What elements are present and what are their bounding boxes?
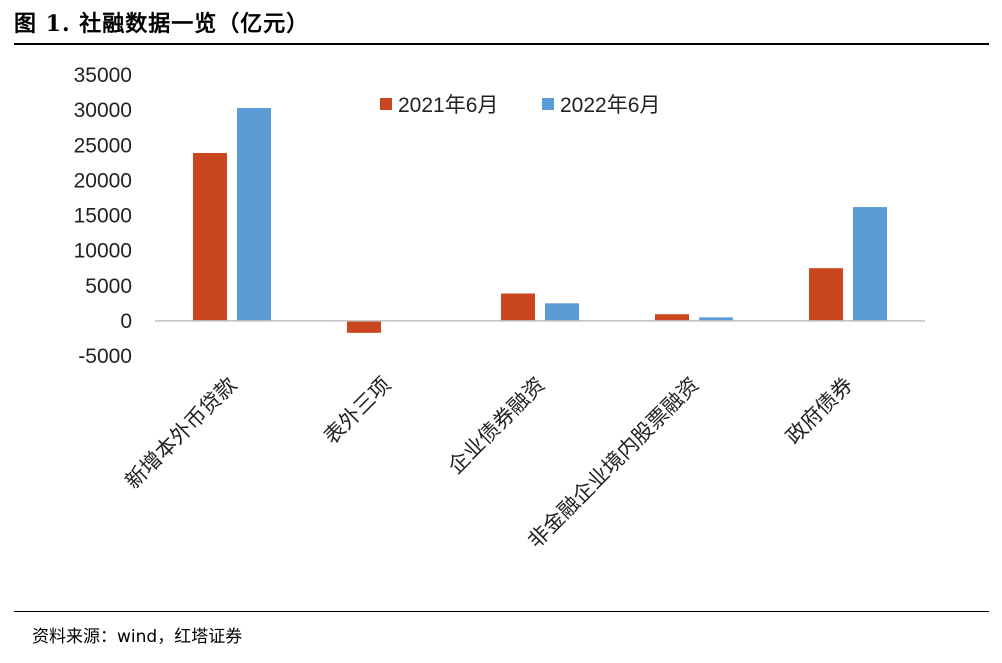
category-label: 企业债券融资: [443, 373, 549, 479]
category-label: 政府债券: [781, 373, 857, 449]
legend-label: 2022年6月: [560, 94, 660, 117]
y-tick-label: 10000: [74, 240, 132, 263]
bar-series-1: [193, 152, 227, 321]
bars: [193, 108, 887, 333]
y-axis-tick-labels: 35000 30000 25000 20000 15000 10000 5000 0 -5000: [74, 64, 132, 368]
bar-series-2: [853, 207, 887, 321]
y-tick-label: 25000: [74, 134, 132, 157]
legend-swatch: [542, 98, 554, 110]
bar-series-1: [501, 293, 535, 321]
bar-series-2: [699, 317, 733, 321]
legend-swatch: [380, 98, 392, 110]
legend-label: 2021年6月: [398, 94, 498, 117]
y-tick-label: 20000: [74, 169, 132, 192]
category-label: 新增本外币贷款: [121, 373, 242, 494]
source-divider: [14, 611, 989, 612]
y-tick-label: 0: [120, 310, 132, 333]
bar-series-1: [347, 320, 381, 333]
bar-series-1: [655, 314, 689, 321]
y-tick-label: 15000: [74, 205, 132, 228]
y-tick-label: 30000: [74, 99, 132, 122]
category-label: 表外三项: [319, 373, 395, 449]
category-label: 非金融企业境内股票融资: [523, 373, 703, 553]
y-tick-label: 35000: [74, 64, 132, 87]
y-tick-label: -5000: [78, 345, 132, 368]
title-divider: [14, 43, 989, 45]
bar-series-2: [545, 303, 579, 321]
figure-title: 图 1. 社融数据一览（亿元）: [14, 11, 310, 37]
source-note: 资料来源：wind，红塔证券: [32, 627, 243, 647]
bar-series-1: [809, 268, 843, 321]
y-tick-label: 5000: [85, 275, 132, 298]
bar-series-2: [237, 108, 271, 321]
legend: 2021年6月 2022年6月: [380, 94, 660, 117]
